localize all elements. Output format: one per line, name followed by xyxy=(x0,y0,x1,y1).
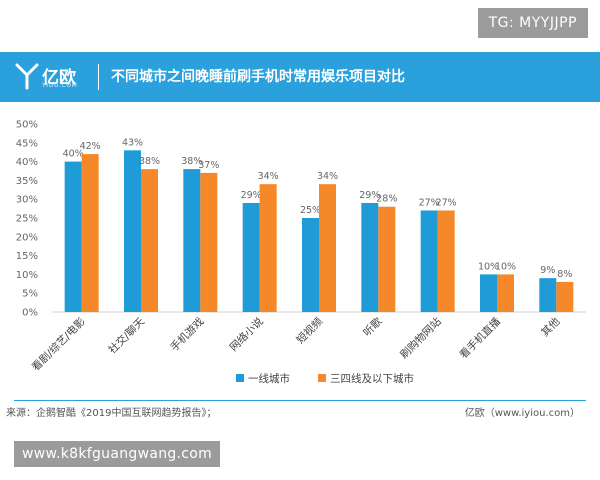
data-label: 38% xyxy=(181,156,202,167)
bar-tier34 xyxy=(437,210,455,312)
category-label: 听歌 xyxy=(360,315,384,339)
y-tick-label: 5% xyxy=(22,289,38,300)
data-label: 10% xyxy=(478,261,499,272)
bar-tier34 xyxy=(200,172,218,312)
bar-tier1 xyxy=(302,218,319,312)
chart-title: 不同城市之间晚睡前刷手机时常用娱乐项目对比 xyxy=(111,69,405,85)
bar-tier34 xyxy=(556,281,574,312)
data-label: 28% xyxy=(376,194,397,205)
legend-swatch xyxy=(318,374,326,382)
y-tick-label: 40% xyxy=(16,157,38,168)
legend-swatch xyxy=(236,374,244,382)
data-label: 10% xyxy=(495,261,516,272)
data-label: 27% xyxy=(436,197,457,208)
bar-tier1 xyxy=(420,210,438,312)
data-label: 42% xyxy=(80,141,101,152)
bar-tier1 xyxy=(361,202,379,312)
data-label: 43% xyxy=(122,137,143,148)
y-tick-label: 0% xyxy=(22,308,38,319)
data-label: 8% xyxy=(557,269,572,280)
bar-tier34 xyxy=(497,274,514,312)
watermark-bottom: www.k8kfguangwang.com xyxy=(14,441,221,467)
brand-credit: 亿欧（www.iyiou.com） xyxy=(464,408,580,419)
category-label: 网络小说 xyxy=(227,315,266,354)
bar-tier1 xyxy=(539,278,557,312)
bar-tier34 xyxy=(259,184,277,312)
bar-tier34 xyxy=(141,169,158,312)
category-label: 看剧/综艺/电影 xyxy=(29,315,88,374)
y-tick-label: 10% xyxy=(16,270,38,281)
data-label: 29% xyxy=(241,190,262,201)
header-bar: 亿欧 YIOU.COM 不同城市之间晚睡前刷手机时常用娱乐项目对比 xyxy=(0,52,600,102)
header-divider xyxy=(98,64,99,90)
category-label: 短视频 xyxy=(294,315,326,347)
data-label: 34% xyxy=(317,171,338,182)
y-tick-label: 35% xyxy=(16,176,38,187)
y-tick-label: 25% xyxy=(16,214,38,225)
y-tick-label: 50% xyxy=(16,120,38,131)
category-label: 看手机直播 xyxy=(457,315,504,362)
bar-tier1 xyxy=(183,169,201,312)
legend-label: 一线城市 xyxy=(248,372,290,385)
y-tick-label: 20% xyxy=(16,232,38,243)
y-tick-label: 30% xyxy=(16,195,38,206)
bar-tier1 xyxy=(124,150,141,312)
data-label: 27% xyxy=(419,197,440,208)
bar-tier34 xyxy=(81,154,99,312)
data-label: 40% xyxy=(63,149,84,160)
bar-chart: 0%5%10%15%20%25%30%35%40%45%50%40%42%看剧/… xyxy=(16,120,586,385)
bar-tier1 xyxy=(64,161,82,312)
data-label: 25% xyxy=(300,205,321,216)
data-label: 34% xyxy=(258,171,279,182)
bar-tier1 xyxy=(480,274,497,312)
y-tick-label: 15% xyxy=(16,251,38,262)
data-label: 9% xyxy=(540,265,555,276)
legend-label: 三四线及以下城市 xyxy=(330,372,414,385)
data-label: 29% xyxy=(359,190,380,201)
bar-tier1 xyxy=(242,202,260,312)
bar-tier34 xyxy=(378,206,396,312)
y-tick-label: 45% xyxy=(16,138,38,149)
category-label: 刷购物网站 xyxy=(397,315,444,362)
watermark-top: TG: MYYJJPP xyxy=(477,8,588,38)
category-label: 社交/聊天 xyxy=(106,315,148,357)
footer-rule xyxy=(14,400,586,401)
source-note: 来源：企鹅智酷《2019中国互联网趋势报告》； xyxy=(6,408,217,419)
logo-text: 亿欧 xyxy=(42,68,76,88)
category-label: 其他 xyxy=(538,315,562,339)
bar-tier34 xyxy=(319,184,336,312)
data-label: 37% xyxy=(198,160,219,171)
category-label: 手机游戏 xyxy=(168,315,207,354)
yiou-logo-icon xyxy=(15,63,39,90)
logo-subtext: YIOU.COM xyxy=(42,82,78,89)
logo: 亿欧 YIOU.COM xyxy=(14,60,84,94)
data-label: 38% xyxy=(139,156,160,167)
